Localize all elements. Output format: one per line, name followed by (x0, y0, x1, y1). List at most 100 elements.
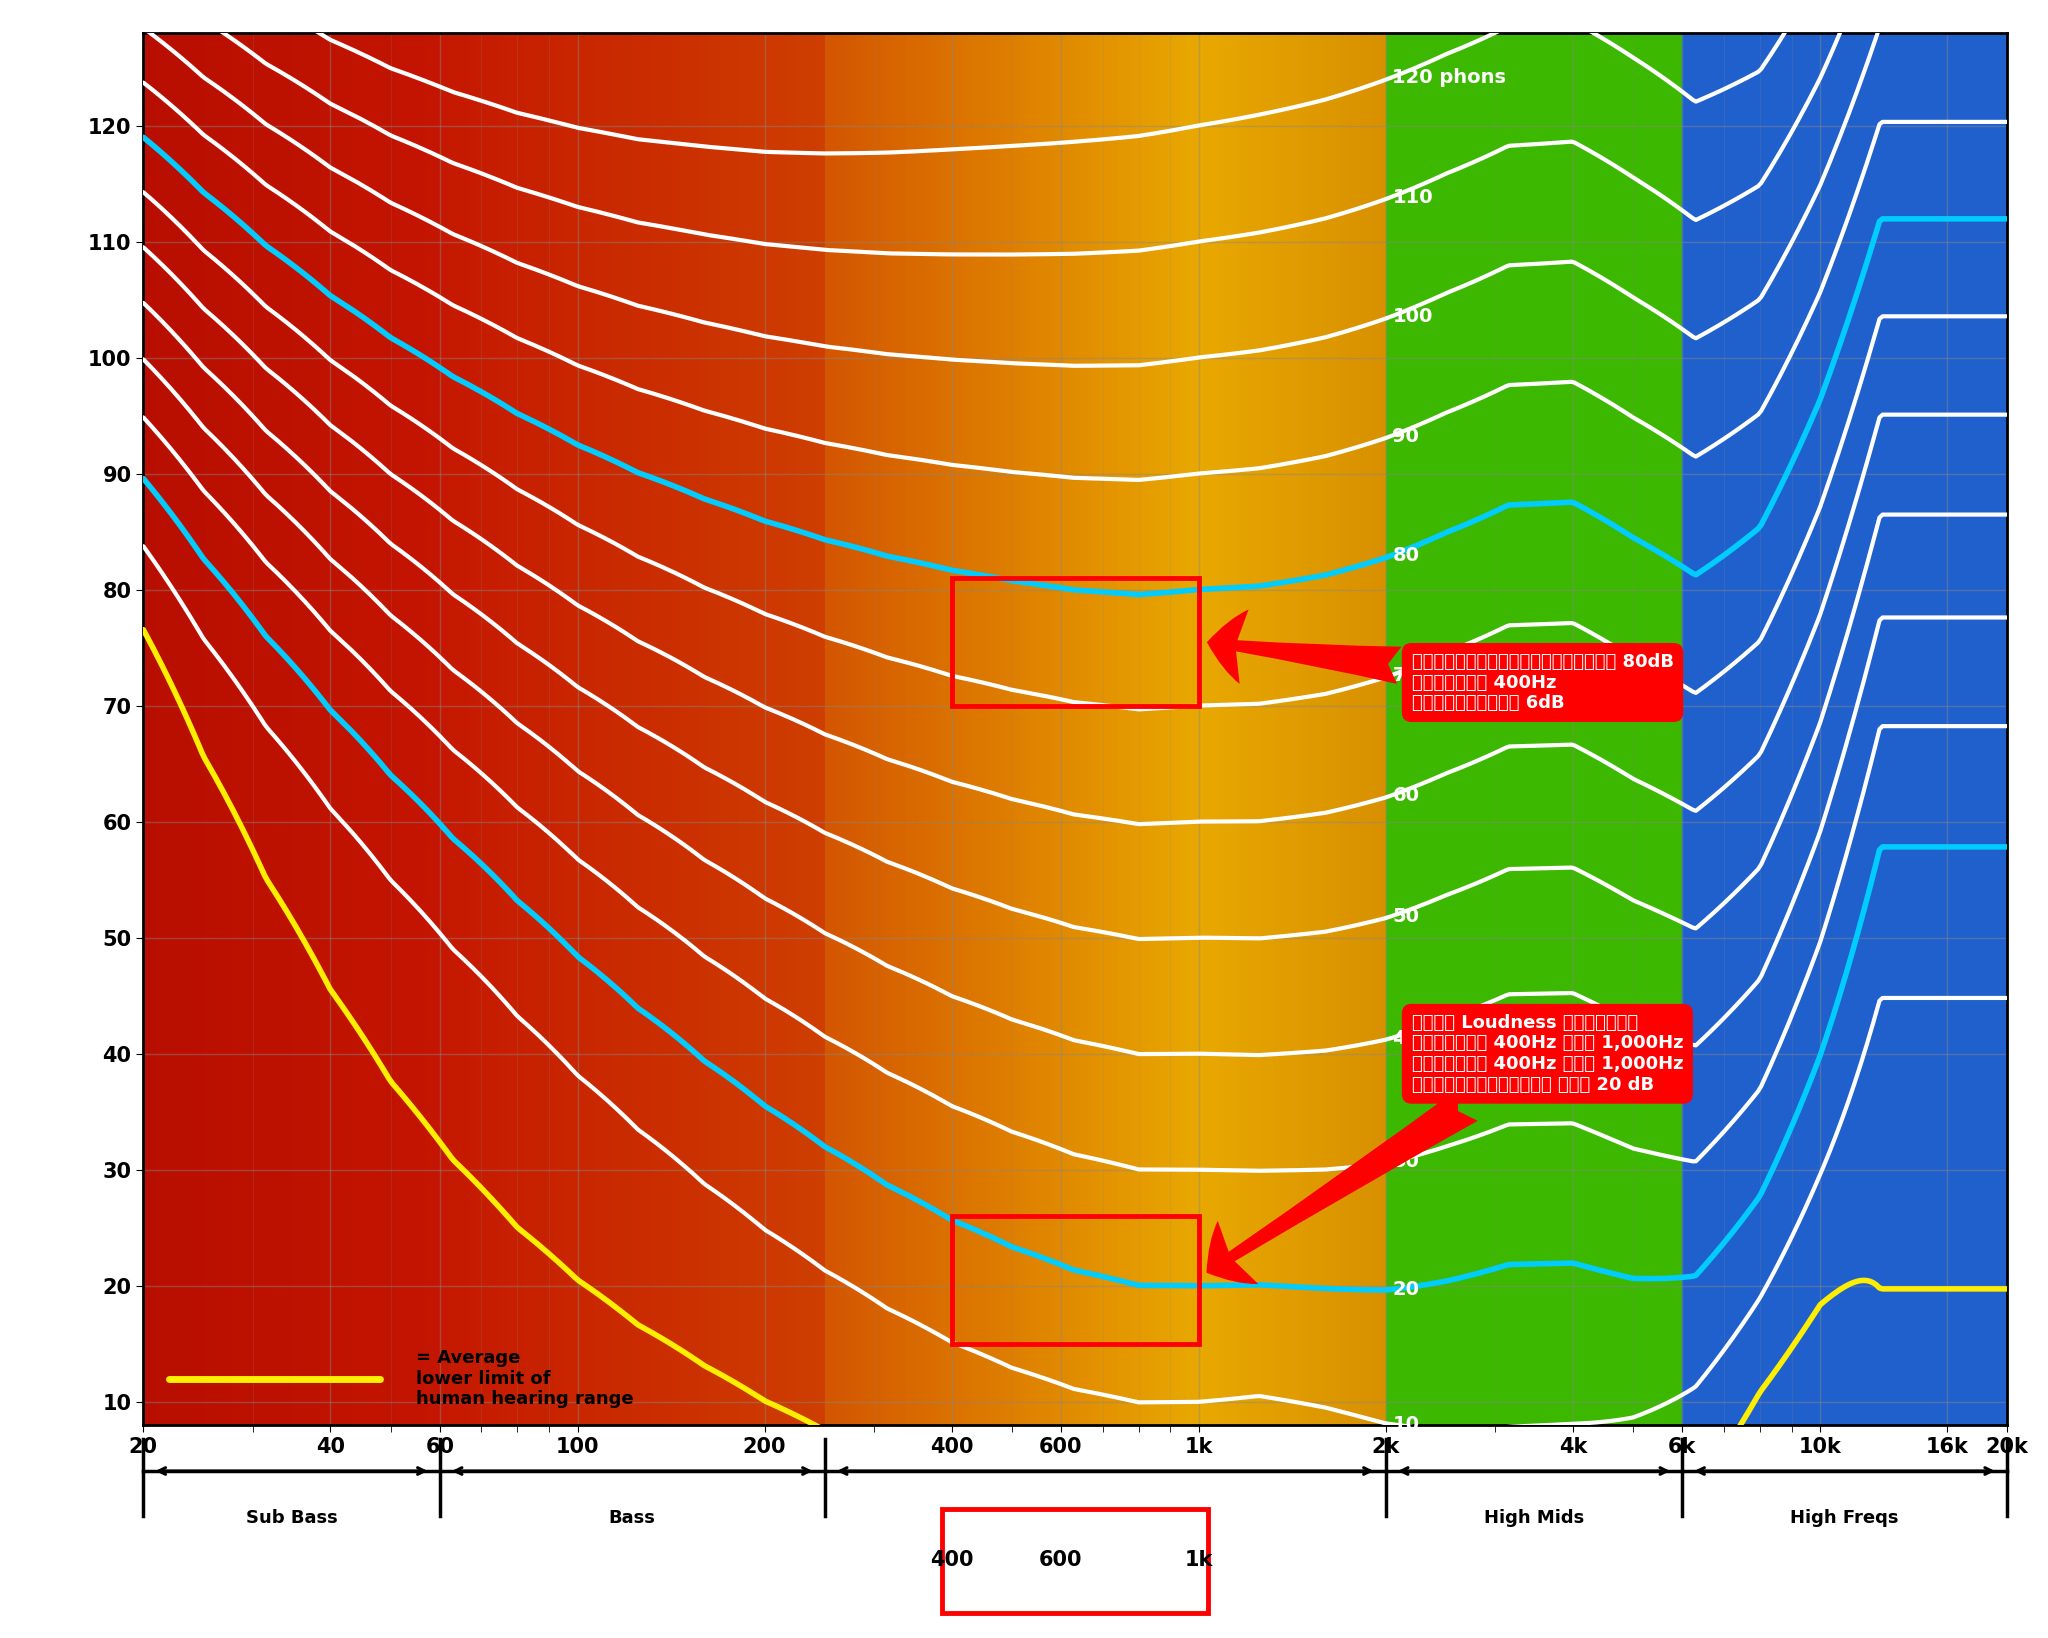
Text: 90: 90 (1393, 426, 1419, 446)
Bar (844, 33, 850, 1425)
Bar (188, 33, 203, 1425)
Bar (911, 33, 918, 1425)
Text: Midrange: Midrange (1057, 1509, 1153, 1527)
Bar (1323, 33, 1329, 1425)
Bar (1341, 33, 1348, 1425)
FancyBboxPatch shape (942, 1509, 1208, 1613)
Bar (1137, 33, 1143, 1425)
Bar (1180, 33, 1186, 1425)
Bar (612, 33, 623, 1425)
Bar (1298, 33, 1305, 1425)
Bar (1118, 33, 1124, 1425)
Bar (1067, 33, 1073, 1425)
Bar (1374, 33, 1380, 1425)
Bar (1049, 33, 1055, 1425)
Text: High Mids: High Mids (1485, 1509, 1585, 1527)
Bar (203, 33, 217, 1425)
Text: 1k: 1k (1184, 1550, 1212, 1571)
Bar (1311, 33, 1317, 1425)
Bar (584, 33, 594, 1425)
Bar (862, 33, 868, 1425)
Bar (758, 33, 768, 1425)
Bar (662, 33, 672, 1425)
Bar (565, 33, 575, 1425)
Bar (709, 33, 719, 1425)
Bar (1292, 33, 1298, 1425)
Bar (887, 33, 893, 1425)
Bar (1161, 33, 1167, 1425)
Bar (322, 33, 336, 1425)
Bar (831, 33, 838, 1425)
Bar (604, 33, 612, 1425)
Bar (838, 33, 844, 1425)
Bar (881, 33, 887, 1425)
Bar (672, 33, 680, 1425)
Bar (1217, 33, 1225, 1425)
Bar (893, 33, 899, 1425)
Bar (537, 33, 545, 1425)
Bar (336, 33, 350, 1425)
Bar (1329, 33, 1335, 1425)
Text: Bass: Bass (608, 1509, 655, 1527)
Bar (1186, 33, 1192, 1425)
Bar (952, 578, 1198, 706)
Bar (633, 33, 641, 1425)
Bar (1243, 33, 1249, 1425)
Bar (1348, 33, 1354, 1425)
Bar (248, 33, 262, 1425)
Bar (737, 33, 748, 1425)
Bar (1124, 33, 1130, 1425)
Bar (1210, 33, 1217, 1425)
Text: = Average
lower limit of
human hearing range: = Average lower limit of human hearing r… (416, 1348, 635, 1409)
Bar (1087, 33, 1094, 1425)
Bar (651, 33, 662, 1425)
Text: เส้น Loudness ตั้งแต่
ความที่ 400Hz ถึง 1,000Hz
ความตี่ 400Hz ถึง 1,000Hz
จะเป็น: เส้น Loudness ตั้งแต่ ความที่ 400Hz ถึง … (1206, 1014, 1683, 1284)
Bar (1036, 33, 1042, 1425)
Bar (950, 33, 956, 1425)
Bar (776, 33, 786, 1425)
Bar (1094, 33, 1100, 1425)
Bar (307, 33, 322, 1425)
Bar (1368, 33, 1374, 1425)
Bar (1360, 33, 1368, 1425)
Bar (143, 33, 158, 1425)
Bar (797, 33, 805, 1425)
Bar (641, 33, 651, 1425)
Bar (1174, 33, 1180, 1425)
Bar (1681, 33, 2007, 1425)
Bar (1167, 33, 1174, 1425)
Bar (1354, 33, 1360, 1425)
Text: 70: 70 (1393, 667, 1419, 685)
Bar (479, 33, 487, 1425)
Bar (276, 33, 291, 1425)
Bar (868, 33, 874, 1425)
Bar (700, 33, 709, 1425)
Bar (498, 33, 508, 1425)
Bar (1061, 33, 1067, 1425)
Bar (786, 33, 797, 1425)
Bar (217, 33, 231, 1425)
Bar (1231, 33, 1237, 1425)
Bar (1249, 33, 1255, 1425)
Bar (623, 33, 633, 1425)
Text: 110: 110 (1393, 188, 1434, 206)
Bar (963, 33, 969, 1425)
Bar (1255, 33, 1262, 1425)
Bar (719, 33, 729, 1425)
Bar (850, 33, 856, 1425)
Bar (975, 33, 981, 1425)
Bar (1274, 33, 1280, 1425)
Bar (1386, 33, 1681, 1425)
Bar (1380, 33, 1386, 1425)
Bar (262, 33, 276, 1425)
Bar (981, 33, 987, 1425)
Bar (924, 33, 930, 1425)
Bar (815, 33, 825, 1425)
Text: 600: 600 (1038, 1550, 1083, 1571)
Bar (395, 33, 410, 1425)
Bar (938, 33, 944, 1425)
Bar (1237, 33, 1243, 1425)
Bar (918, 33, 924, 1425)
Bar (956, 33, 963, 1425)
Bar (993, 33, 999, 1425)
